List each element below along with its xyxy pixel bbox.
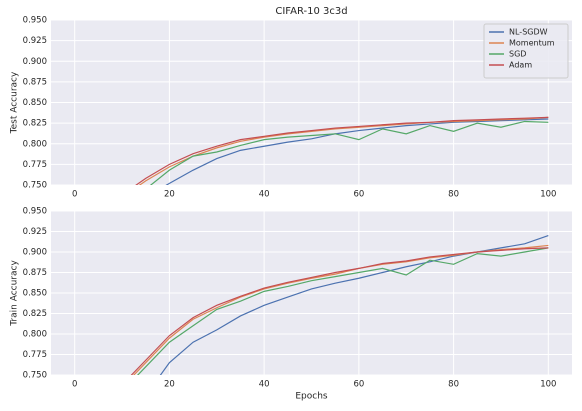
y-tick-label: 0.850 <box>23 289 47 299</box>
x-tick-label: 60 <box>353 190 364 200</box>
y-tick-label: 0.950 <box>23 207 47 217</box>
x-tick-label: 40 <box>259 190 270 200</box>
y-tick-label: 0.775 <box>23 350 47 360</box>
y-tick-label: 0.850 <box>23 98 47 108</box>
series-line <box>135 116 549 185</box>
x-tick-label: 40 <box>259 380 270 390</box>
x-tick-label: 0 <box>72 190 77 200</box>
series-line <box>130 247 549 375</box>
y-tick-label: 0.750 <box>23 181 47 191</box>
y-axis-label: Train Accuracy <box>10 260 20 327</box>
y-tick-label: 0.925 <box>23 227 47 237</box>
y-tick-label: 0.900 <box>23 248 47 258</box>
x-tick-label: 20 <box>164 380 175 390</box>
legend-label: SGD <box>509 50 526 59</box>
x-tick-label: 80 <box>448 190 459 200</box>
y-tick-label: 0.775 <box>23 160 47 170</box>
legend-label: NL-SGDW <box>509 28 548 37</box>
x-axis-label: Epochs <box>295 392 328 402</box>
y-tick-label: 0.800 <box>23 330 47 340</box>
y-tick-label: 0.825 <box>23 119 47 129</box>
x-tick-label: 20 <box>164 190 175 200</box>
legend-label: Adam <box>509 61 532 70</box>
x-tick-label: 60 <box>353 380 364 390</box>
y-tick-label: 0.750 <box>23 371 47 381</box>
x-tick-label: 80 <box>448 380 459 390</box>
y-tick-label: 0.950 <box>23 16 47 26</box>
y-tick-label: 0.900 <box>23 57 47 67</box>
series-line <box>149 120 549 185</box>
x-tick-label: 100 <box>540 190 556 200</box>
y-tick-label: 0.925 <box>23 36 47 46</box>
x-tick-label: 0 <box>72 380 77 390</box>
chart-title: CIFAR-10 3c3d <box>275 6 347 17</box>
legend-label: Momentum <box>509 39 555 48</box>
series-line <box>137 247 549 375</box>
legend-box <box>483 23 569 79</box>
x-tick-label: 100 <box>540 380 556 390</box>
y-tick-label: 0.875 <box>23 77 47 87</box>
y-axis-label: Test Accuracy <box>10 71 20 134</box>
y-tick-label: 0.800 <box>23 139 47 149</box>
y-tick-label: 0.875 <box>23 268 47 278</box>
y-tick-label: 0.825 <box>23 309 47 319</box>
